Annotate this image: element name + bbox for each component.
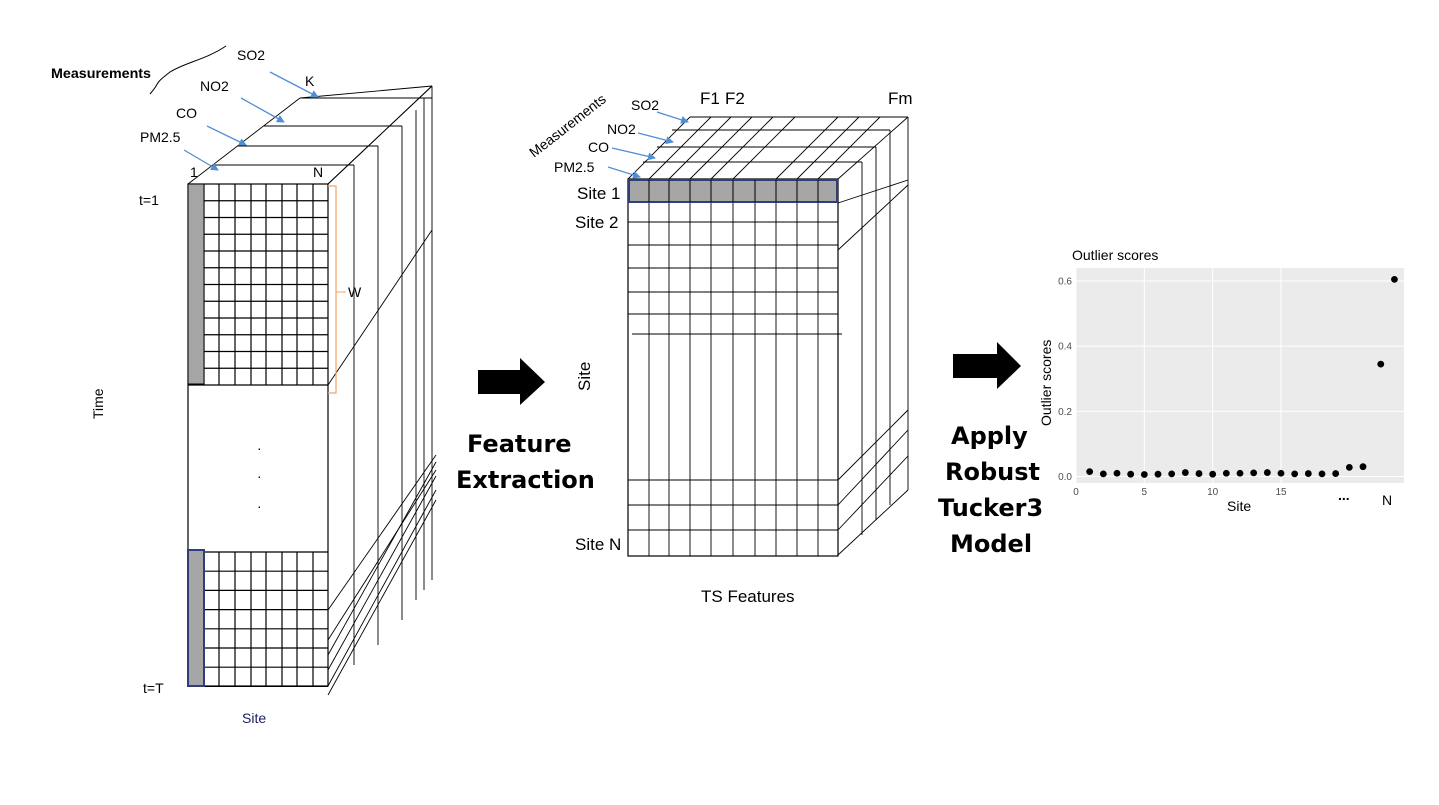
tucker3-arrow — [953, 342, 1021, 389]
data-point — [1195, 470, 1203, 477]
tucker3-label: Tucker3 — [938, 494, 1043, 522]
data-point — [1304, 470, 1312, 477]
y-tick-label: 0.0 — [1058, 472, 1072, 483]
model-label: Model — [950, 530, 1032, 558]
plot-tick-labels: 0.0 0.2 0.4 0.6 0 5 10 15 — [1058, 277, 1287, 498]
apply-label: Apply — [951, 422, 1028, 450]
site-1-label: Site 1 — [577, 184, 620, 203]
mid-no2-arrow — [637, 132, 674, 145]
left-window-grid-bottom — [188, 551, 328, 688]
y-tick-label: 0.2 — [1058, 407, 1072, 418]
chart-title: Outlier scores — [1072, 247, 1158, 263]
data-point — [1345, 463, 1353, 471]
y-tick-label: 0.4 — [1058, 342, 1072, 353]
data-point — [1263, 469, 1271, 476]
left-site-axis-label: Site — [242, 710, 266, 726]
left-site-1-label: 1 — [190, 164, 198, 180]
left-window-grid-top — [188, 184, 328, 386]
x-tick-label: 10 — [1207, 487, 1219, 498]
mid-co-arrow — [611, 147, 656, 161]
ellipsis-dot-1: · — [257, 440, 262, 456]
left-k-label: K — [305, 73, 315, 89]
feature-extraction-label-line1: Feature — [467, 430, 572, 458]
middle-site-axis-label: Site — [575, 362, 594, 391]
y-tick-label: 0.6 — [1058, 277, 1072, 288]
site-n-label: Site N — [575, 535, 621, 554]
left-tensor-diagram: W Measurements SO2 NO2 CO PM2.5 K 1 N t=… — [51, 45, 437, 726]
data-point — [1277, 469, 1285, 477]
data-point — [1181, 469, 1189, 476]
data-point — [1113, 469, 1121, 477]
mid-so2-arrow — [656, 111, 689, 124]
chart-ylabel: Outlier scores — [1038, 340, 1054, 426]
chart-n-label: N — [1382, 492, 1392, 508]
data-point — [1127, 470, 1135, 478]
site-2-label: Site 2 — [575, 213, 618, 232]
middle-pm25-label: PM2.5 — [554, 159, 595, 175]
plot-panel — [1076, 268, 1404, 483]
middle-no2-label: NO2 — [607, 121, 636, 137]
data-point — [1359, 463, 1367, 471]
middle-depth-layers — [627, 116, 909, 556]
time-axis-label: Time — [90, 388, 106, 419]
data-point — [1086, 468, 1094, 475]
chart-ellipsis-label: ... — [1338, 487, 1350, 503]
feature-extraction-arrow — [478, 358, 545, 405]
co-arrow — [206, 125, 247, 146]
data-point — [1209, 470, 1217, 478]
measurements-brace — [149, 45, 227, 95]
ts-features-label: TS Features — [701, 587, 795, 606]
window-label: W — [348, 284, 362, 300]
left-front-face — [187, 183, 329, 687]
data-point — [1391, 276, 1398, 283]
ellipsis-dot-2: · — [257, 468, 262, 484]
outlier-scores-chart: Outlier scores 0.0 0.2 0.4 0.6 0 5 10 15 Outlie… — [1038, 247, 1404, 514]
robust-label: Robust — [945, 458, 1040, 486]
middle-so2-label: SO2 — [631, 97, 659, 113]
feature-f2-label: F2 — [725, 89, 745, 108]
plot-points — [1086, 276, 1398, 478]
data-point — [1099, 470, 1107, 478]
chart-xlabel: Site — [1227, 498, 1251, 514]
middle-feature-grid — [628, 179, 842, 556]
data-point — [1236, 469, 1244, 477]
ellipsis-dot-3: · — [257, 498, 262, 514]
t1-label: t=1 — [139, 192, 159, 208]
site-1-row-cells — [648, 180, 819, 202]
feature-extraction-label-line2: Extraction — [456, 466, 595, 494]
data-point — [1168, 470, 1176, 478]
data-point — [1332, 470, 1340, 477]
left-shaded-column-top — [187, 183, 205, 385]
data-point — [1140, 471, 1148, 478]
data-point — [1318, 470, 1326, 478]
so2-arrow — [269, 71, 319, 98]
tT-label: t=T — [143, 680, 164, 696]
x-tick-label: 15 — [1275, 487, 1287, 498]
middle-co-label: CO — [588, 139, 609, 155]
left-no2-label: NO2 — [200, 78, 229, 94]
data-point — [1250, 469, 1258, 477]
left-so2-label: SO2 — [237, 47, 265, 63]
no2-arrow — [240, 97, 285, 123]
data-point — [1291, 470, 1299, 478]
x-tick-label: 0 — [1073, 487, 1079, 498]
left-co-label: CO — [176, 105, 197, 121]
feature-f1-label: F1 — [700, 89, 720, 108]
left-pm25-label: PM2.5 — [140, 129, 181, 145]
pm25-arrow — [183, 149, 219, 171]
x-tick-label: 5 — [1142, 487, 1148, 498]
feature-fm-label: Fm — [888, 89, 913, 108]
left-shaded-column-bottom — [187, 549, 205, 687]
left-measurements-label: Measurements — [51, 65, 151, 81]
mid-pm25-arrow — [607, 166, 641, 179]
data-point — [1154, 470, 1162, 478]
feature-tensor-diagram: Measurements SO2 NO2 CO PM2.5 F1 F2 Fm S… — [526, 89, 913, 606]
left-site-n-label: N — [313, 164, 323, 180]
data-point — [1377, 360, 1385, 368]
data-point — [1222, 469, 1230, 477]
left-depth-layers — [187, 85, 437, 696]
window-bracket — [328, 185, 337, 394]
